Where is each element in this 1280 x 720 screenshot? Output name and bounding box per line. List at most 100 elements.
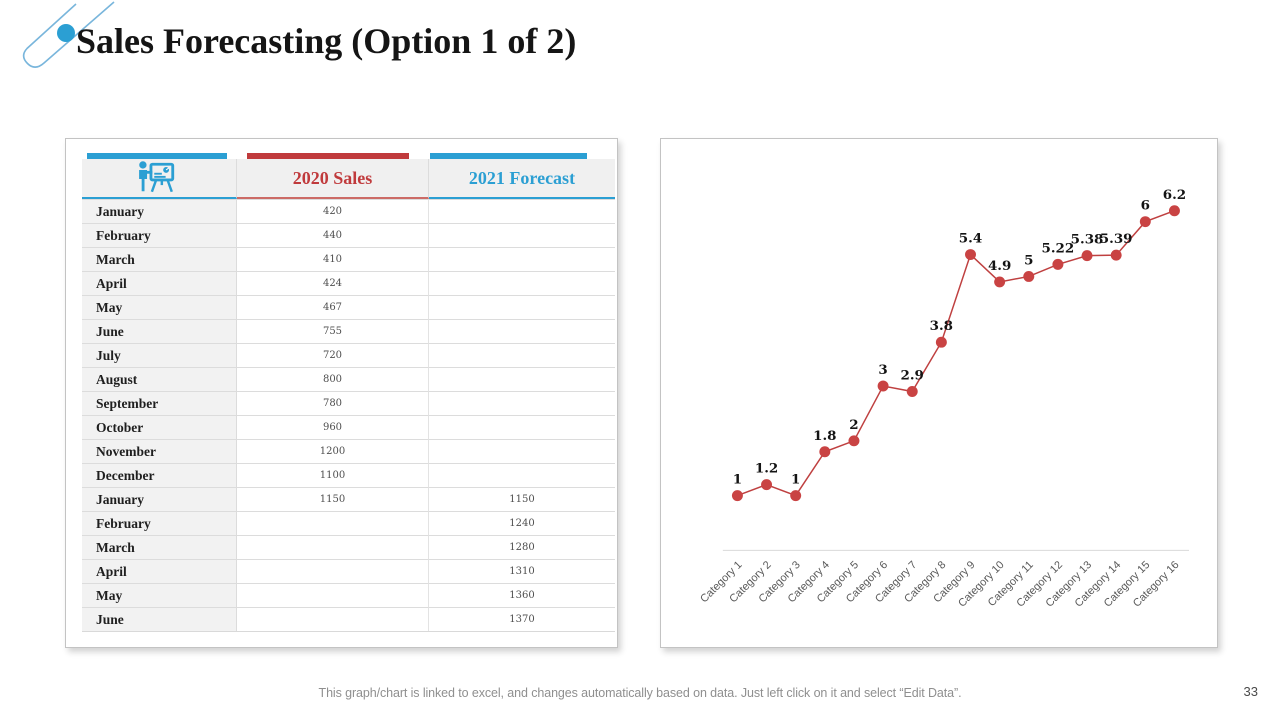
sales-2020-cell: 424 (237, 271, 429, 295)
forecast-2021-cell: 1310 (429, 559, 615, 583)
forecast-2021-cell (429, 247, 615, 271)
table-header-icon-cell (82, 159, 237, 199)
sales-table: 2020 Sales 2021 Forecast January 420 Febru… (82, 159, 615, 632)
sales-2020-cell: 720 (237, 343, 429, 367)
sales-2020-cell: 780 (237, 391, 429, 415)
data-point-marker (1081, 250, 1093, 262)
data-point-marker (994, 276, 1006, 288)
sales-table-wrap: 2020 Sales 2021 Forecast January 420 Febru… (82, 153, 615, 632)
sales-2020-cell: 1100 (237, 463, 429, 487)
month-cell: March (82, 535, 237, 559)
data-point-label: 3 (878, 362, 887, 378)
data-point-label: 5.22 (1042, 240, 1075, 256)
data-point-marker (761, 479, 773, 491)
data-point-marker (1139, 216, 1151, 228)
data-point-marker (790, 490, 802, 502)
sales-2020-cell (237, 511, 429, 535)
column-header-2020-sales: 2020 Sales (237, 159, 429, 199)
data-point-marker (935, 336, 947, 348)
forecast-2021-cell (429, 391, 615, 415)
forecast-2021-cell: 1360 (429, 583, 615, 607)
data-point-label: 6 (1141, 198, 1150, 214)
data-point-label: 3.8 (930, 318, 953, 334)
forecast-2021-cell (429, 271, 615, 295)
slide-title: Sales Forecasting (Option 1 of 2) (76, 21, 577, 61)
data-point-label: 1 (733, 472, 742, 488)
sales-2020-cell (237, 583, 429, 607)
sales-table-object[interactable]: 2020 Sales 2021 Forecast January 420 Febru… (65, 138, 618, 648)
header-accent-bar (247, 153, 409, 159)
column-header-2021-forecast: 2021 Forecast (429, 159, 615, 199)
sales-2020-cell (237, 535, 429, 559)
sales-2020-cell: 960 (237, 415, 429, 439)
header-accent-bar (87, 153, 227, 159)
month-cell: May (82, 583, 237, 607)
forecast-2021-cell (429, 439, 615, 463)
data-point-marker (731, 490, 743, 502)
data-point-marker (906, 386, 918, 397)
title-swoosh-icon (22, 1, 115, 68)
data-point-marker (965, 249, 976, 261)
data-point-label: 5.4 (959, 231, 982, 247)
month-cell: November (82, 439, 237, 463)
header-accent-bars (82, 153, 615, 159)
data-point-label: 1.8 (813, 428, 836, 444)
data-point-marker (1052, 258, 1064, 270)
sales-2020-cell: 1150 (237, 487, 429, 511)
data-point-marker (1023, 270, 1035, 282)
forecast-2021-cell (429, 463, 615, 487)
data-point-label: 5.38 (1071, 232, 1104, 248)
data-point-marker (819, 446, 831, 458)
data-point-marker (1168, 205, 1180, 217)
sales-2020-cell: 410 (237, 247, 429, 271)
data-point-label: 1.2 (755, 461, 778, 477)
month-cell: July (82, 343, 237, 367)
month-cell: March (82, 247, 237, 271)
month-cell: September (82, 391, 237, 415)
month-cell: August (82, 367, 237, 391)
presentation-board-icon (139, 161, 175, 193)
data-point-label: 4.9 (988, 258, 1011, 274)
data-point-label: 5.39 (1100, 231, 1133, 247)
forecast-2021-cell (429, 367, 615, 391)
month-cell: February (82, 511, 237, 535)
month-cell: April (82, 559, 237, 583)
forecast-2021-cell (429, 199, 615, 223)
month-cell: December (82, 463, 237, 487)
header-accent-bar (430, 153, 587, 159)
sales-2020-cell: 800 (237, 367, 429, 391)
forecast-2021-cell (429, 415, 615, 439)
slide-number: 33 (1243, 684, 1258, 699)
sales-2020-cell (237, 607, 429, 631)
month-cell: January (82, 487, 237, 511)
forecast-2021-cell (429, 295, 615, 319)
month-cell: June (82, 607, 237, 631)
sales-2020-cell: 440 (237, 223, 429, 247)
forecast-2021-cell (429, 319, 615, 343)
forecast-2021-cell: 1240 (429, 511, 615, 535)
sales-2020-cell: 755 (237, 319, 429, 343)
sales-2020-cell (237, 559, 429, 583)
sales-2020-cell: 420 (237, 199, 429, 223)
forecast-2021-cell (429, 343, 615, 367)
data-point-marker (1110, 249, 1122, 261)
forecast-2021-cell: 1150 (429, 487, 615, 511)
data-point-marker (877, 380, 889, 392)
forecast-2021-cell: 1280 (429, 535, 615, 559)
month-cell: May (82, 295, 237, 319)
series-line (737, 210, 1175, 497)
line-chart-object[interactable]: 1 1.2 1 1.8 2 3 2.9 3.8 5.4 4.9 5 5.22 5.38 5.39 6 6.2 C… (660, 138, 1218, 648)
data-point-label: 2.9 (901, 368, 924, 384)
month-cell: January (82, 199, 237, 223)
footer-note: This graph/chart is linked to excel, and… (318, 686, 962, 700)
data-point-label: 2 (849, 417, 858, 433)
forecast-2021-cell: 1370 (429, 607, 615, 631)
line-chart: 11.211.823 2.93.85.44.9 55.225.385.3966.2C… (698, 187, 1190, 610)
month-cell: April (82, 271, 237, 295)
forecast-2021-cell (429, 223, 615, 247)
data-point-label: 1 (791, 472, 800, 488)
month-cell: June (82, 319, 237, 343)
month-cell: February (82, 223, 237, 247)
sales-2020-cell: 467 (237, 295, 429, 319)
month-cell: October (82, 415, 237, 439)
